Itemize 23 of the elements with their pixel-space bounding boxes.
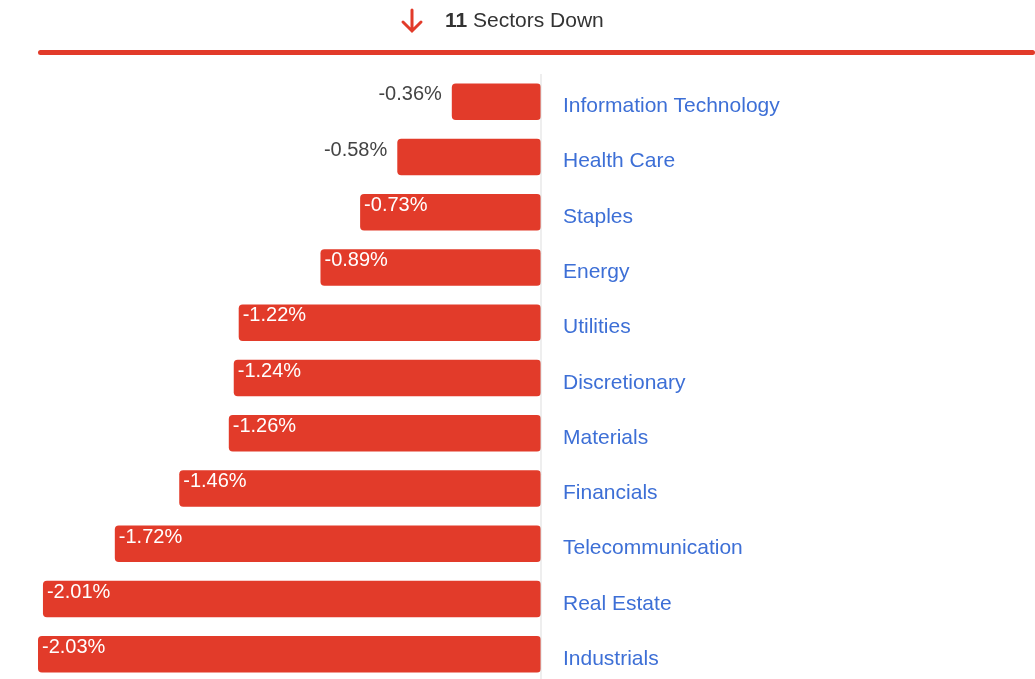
data-label: -1.22% <box>242 303 307 326</box>
chart-title: 11 Sectors Down <box>445 8 604 31</box>
y-tick-label: Staples <box>563 203 634 227</box>
y-tick-label: Utilities <box>563 314 631 338</box>
y-tick-label: Health Care <box>563 148 676 172</box>
y-tick-label: Energy <box>563 258 631 282</box>
y-tick-label: Real Estate <box>563 590 672 614</box>
data-label: -2.01% <box>46 579 111 602</box>
y-tick-label: Industrials <box>563 645 659 669</box>
data-label: -1.24% <box>237 358 302 381</box>
data-label: -1.46% <box>183 469 247 492</box>
data-label: -0.73% <box>364 192 428 215</box>
data-label: -0.36% <box>378 82 443 105</box>
y-tick-label: Financials <box>563 480 658 504</box>
data-label: -0.58% <box>323 137 388 160</box>
data-label: -1.72% <box>118 524 183 547</box>
data-label: -2.03% <box>42 635 106 658</box>
y-tick-label: Information Technology <box>563 93 781 117</box>
data-label: -0.89% <box>324 248 389 271</box>
y-tick-label: Discretionary <box>563 369 687 393</box>
y-tick-label: Materials <box>563 424 649 448</box>
data-label: -1.26% <box>232 414 297 437</box>
y-tick-label: Telecommunication <box>563 535 743 559</box>
